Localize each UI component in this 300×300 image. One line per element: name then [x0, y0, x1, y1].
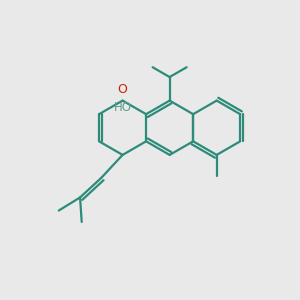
Text: HO: HO: [114, 101, 132, 114]
Text: O: O: [118, 83, 128, 96]
